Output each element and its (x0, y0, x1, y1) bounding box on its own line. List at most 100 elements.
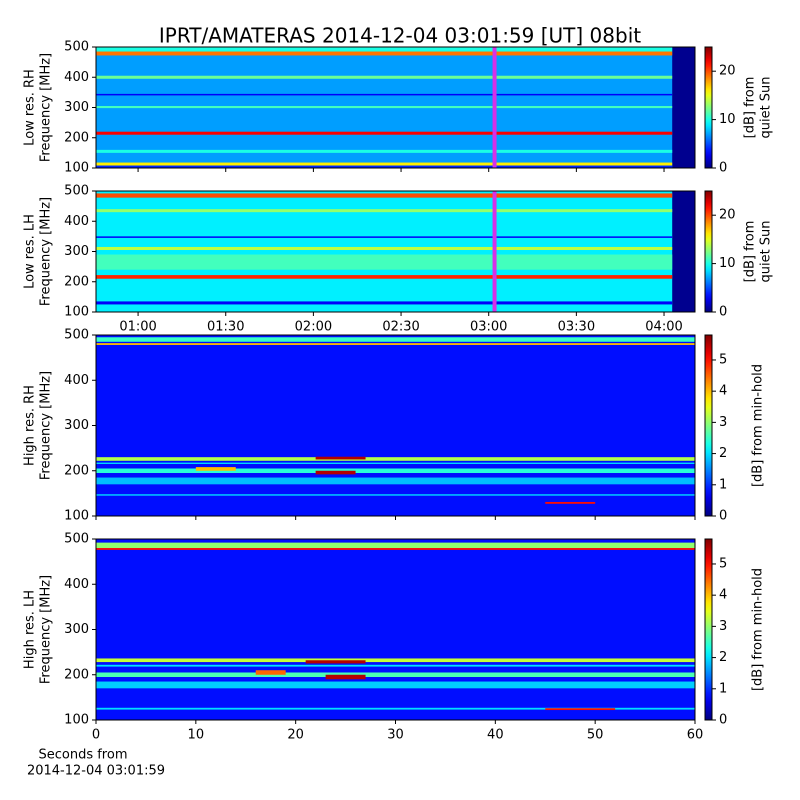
x-tick-label: 30 (387, 728, 404, 743)
y-tick-label: 400 (64, 70, 89, 85)
x-axis-label: Seconds from (38, 748, 127, 763)
y-tick-label: 300 (64, 622, 89, 637)
colorbar (704, 190, 713, 313)
spectral-band (96, 658, 695, 663)
colorbar-tick-label: 5 (719, 352, 727, 367)
colorbar (704, 46, 713, 169)
y-axis-label: High res. RH (23, 385, 38, 466)
colorbar-tick-label: 0 (719, 305, 727, 320)
spectral-band (96, 468, 695, 474)
colorbar-tick-label: 3 (719, 619, 727, 634)
colorbar-tick-label: 20 (719, 208, 736, 223)
burst-patch (255, 670, 286, 675)
y-axis-label: Low res. LH (23, 214, 38, 289)
spectral-band (96, 131, 673, 135)
y-axis-label: Frequency [MHz] (39, 371, 54, 480)
spectral-band (96, 165, 673, 168)
y-tick-label: 300 (64, 418, 89, 433)
y-axis-label: Low res. RH (23, 69, 38, 146)
spectral-band (96, 462, 695, 464)
x-tick-label: 50 (587, 728, 604, 743)
y-axis-label: Frequency [MHz] (39, 575, 54, 684)
spectrogram-background (96, 539, 695, 720)
y-tick-label: 200 (64, 667, 89, 682)
x-tick-label: 03:00 (470, 320, 507, 335)
y-tick-label: 100 (64, 713, 89, 728)
x-tick-label: 20 (287, 728, 304, 743)
spectral-band (96, 343, 695, 345)
colorbar-tick-label: 4 (719, 384, 727, 399)
spectral-band (96, 51, 673, 56)
spectral-band (96, 681, 695, 689)
y-axis-label: High res. LH (23, 590, 38, 669)
colorbar (704, 538, 713, 721)
burst-patch (195, 467, 236, 471)
burst-patch (315, 470, 356, 475)
y-tick-label: 100 (64, 305, 89, 320)
spectral-band (96, 337, 695, 342)
x-tick-label: 01:30 (207, 320, 244, 335)
spectral-band (96, 494, 695, 496)
colorbar-label: [dB] from (743, 221, 758, 283)
colorbar-tick-label: 3 (719, 415, 727, 430)
x-tick-label: 02:30 (382, 320, 419, 335)
colorbar-label: [dB] from min-hold (751, 364, 766, 487)
burst-patch (315, 456, 366, 460)
colorbar-tick-label: 20 (719, 64, 736, 79)
colorbar-tick-label: 5 (719, 556, 727, 571)
colorbar-label: quiet Sun (759, 220, 774, 282)
spectral-band (96, 209, 673, 213)
y-tick-label: 100 (64, 161, 89, 176)
spectral-band (96, 477, 695, 485)
y-tick-label: 500 (64, 532, 89, 547)
colorbar-label: [dB] from min-hold (751, 568, 766, 691)
colorbar-tick-label: 2 (719, 650, 727, 665)
y-tick-label: 200 (64, 463, 89, 478)
burst-patch (545, 708, 616, 711)
spectral-band (96, 246, 673, 250)
colorbar-tick-label: 0 (719, 713, 727, 728)
colorbar-tick-label: 0 (719, 509, 727, 524)
spectral-band (96, 275, 673, 279)
spectral-band (96, 664, 695, 667)
spectral-band (96, 75, 673, 79)
colorbar-tick-label: 2 (719, 446, 727, 461)
y-tick-label: 300 (64, 244, 89, 259)
x-tick-label: 60 (687, 728, 704, 743)
x-tick-label: 40 (487, 728, 504, 743)
spectral-band (96, 193, 673, 198)
y-tick-label: 200 (64, 274, 89, 289)
x-tick-label: 10 (188, 728, 205, 743)
y-tick-label: 500 (64, 184, 89, 199)
figure-title: IPRT/AMATERAS 2014-12-04 03:01:59 [UT] 0… (159, 24, 641, 48)
spectral-band (96, 149, 673, 153)
y-tick-label: 400 (64, 373, 89, 388)
spectral-band (96, 47, 673, 52)
y-tick-label: 100 (64, 509, 89, 524)
colorbar-tick-label: 0 (719, 161, 727, 176)
x-tick-label: 02:00 (295, 320, 332, 335)
x-tick-label: 0 (92, 728, 100, 743)
spectral-band (96, 93, 673, 96)
x-tick-label: 03:30 (558, 320, 595, 335)
burst-patch (305, 660, 366, 664)
y-tick-label: 500 (64, 40, 89, 55)
spectral-band (96, 672, 695, 678)
colorbar (704, 334, 713, 517)
burst-patch (325, 674, 366, 680)
spectral-band (96, 254, 673, 270)
spectrogram-background (96, 335, 695, 516)
y-tick-label: 500 (64, 328, 89, 343)
colorbar-label: [dB] from (743, 77, 758, 139)
x-axis-label: 2014-12-04 03:01:59 (27, 764, 165, 779)
x-tick-label: 04:00 (645, 320, 682, 335)
spectral-band (96, 236, 673, 238)
colorbar-tick-label: 10 (719, 112, 736, 127)
colorbar-tick-label: 10 (719, 256, 736, 271)
spectral-band (96, 457, 695, 461)
colorbar-tick-label: 1 (719, 477, 727, 492)
y-tick-label: 400 (64, 214, 89, 229)
colorbar-label: quiet Sun (759, 76, 774, 138)
spectral-band (96, 707, 695, 710)
